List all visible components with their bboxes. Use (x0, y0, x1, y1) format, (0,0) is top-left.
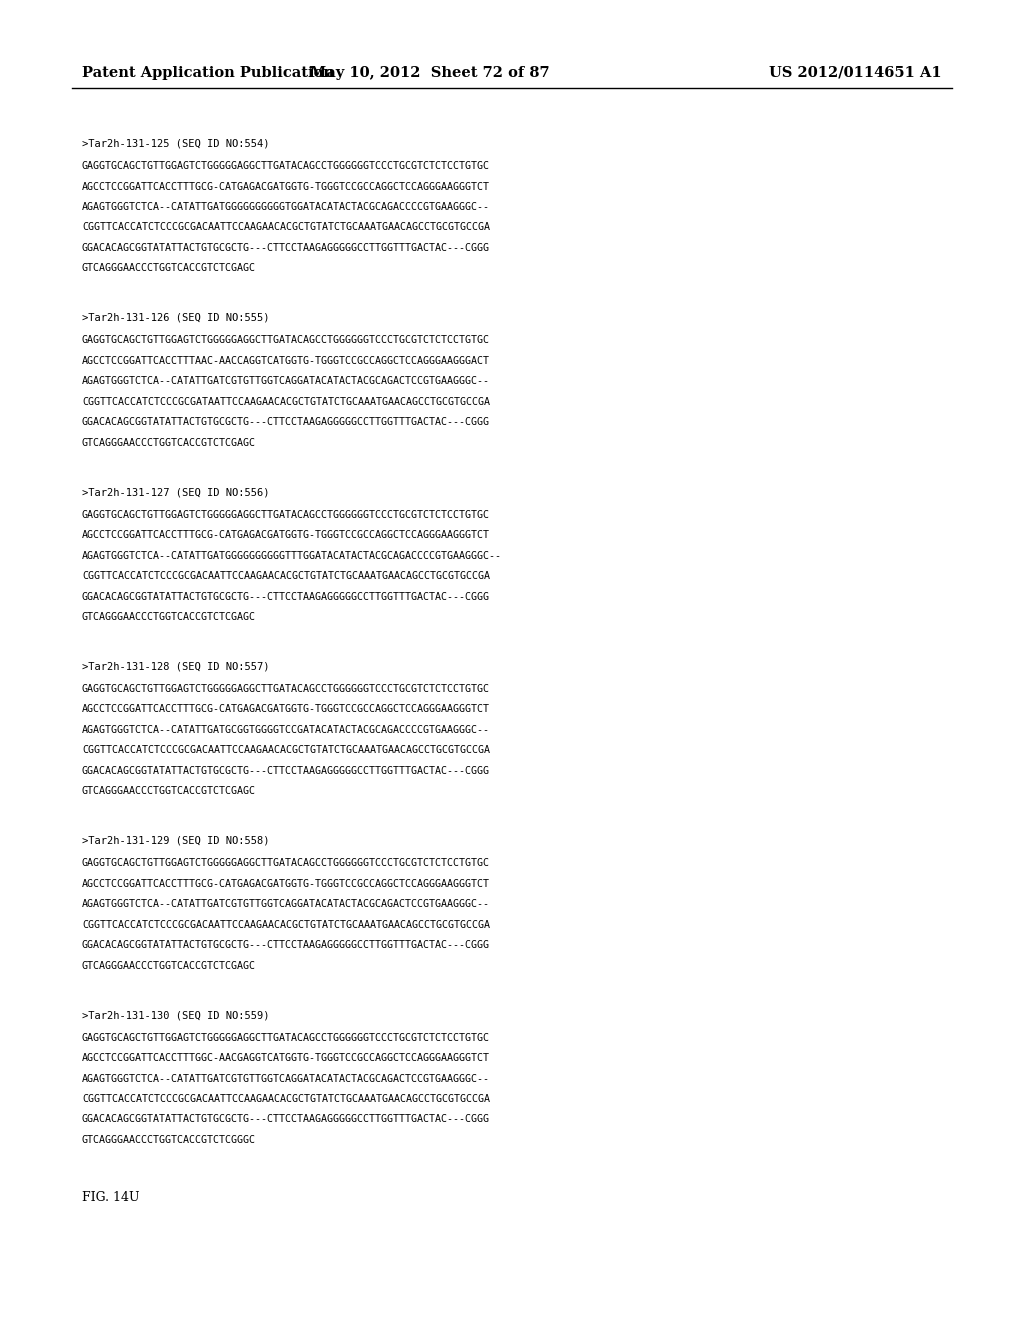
Text: GAGGTGCAGCTGTTGGAGTCTGGGGGAGGCTTGATACAGCCTGGGGGGTCCCTGCGTCTCTCCTGTGC: GAGGTGCAGCTGTTGGAGTCTGGGGGAGGCTTGATACAGC… (82, 858, 489, 869)
Text: AGCCTCCGGATTCACCTTTGGC-AACGAGGTCATGGTG-TGGGTCCGCCAGGCTCCAGGGAAGGGTCT: AGCCTCCGGATTCACCTTTGGC-AACGAGGTCATGGTG-T… (82, 1053, 489, 1063)
Text: AGAGTGGGTCTCA--CATATTGATCGTGTTGGTCAGGATACATACTACGCAGACTCCGTGAAGGGC--: AGAGTGGGTCTCA--CATATTGATCGTGTTGGTCAGGATA… (82, 376, 489, 387)
Text: >Tar2h-131-128 (SEQ ID NO:557): >Tar2h-131-128 (SEQ ID NO:557) (82, 661, 269, 672)
Text: AGAGTGGGTCTCA--CATATTGATGGGGGGGGGGTTTGGATACATACTACGCAGACCCCGTGAAGGGC--: AGAGTGGGTCTCA--CATATTGATGGGGGGGGGGTTTGGA… (82, 550, 502, 561)
Text: >Tar2h-131-129 (SEQ ID NO:558): >Tar2h-131-129 (SEQ ID NO:558) (82, 836, 269, 846)
Text: GTCAGGGAACCCTGGTCACCGTCTCGAGC: GTCAGGGAACCCTGGTCACCGTCTCGAGC (82, 612, 256, 622)
Text: >Tar2h-131-127 (SEQ ID NO:556): >Tar2h-131-127 (SEQ ID NO:556) (82, 487, 269, 498)
Text: GAGGTGCAGCTGTTGGAGTCTGGGGGAGGCTTGATACAGCCTGGGGGGTCCCTGCGTCTCTCCTGTGC: GAGGTGCAGCTGTTGGAGTCTGGGGGAGGCTTGATACAGC… (82, 510, 489, 520)
Text: CGGTTCACCATCTCCCGCGACAATTCCAAGAACACGCTGTATCTGCAAATGAACAGCCTGCGTGCCGA: CGGTTCACCATCTCCCGCGACAATTCCAAGAACACGCTGT… (82, 746, 489, 755)
Text: >Tar2h-131-130 (SEQ ID NO:559): >Tar2h-131-130 (SEQ ID NO:559) (82, 1010, 269, 1020)
Text: CGGTTCACCATCTCCCGCGATAATTCCAAGAACACGCTGTATCTGCAAATGAACAGCCTGCGTGCCGA: CGGTTCACCATCTCCCGCGATAATTCCAAGAACACGCTGT… (82, 397, 489, 407)
Text: GTCAGGGAACCCTGGTCACCGTCTCGGGC: GTCAGGGAACCCTGGTCACCGTCTCGGGC (82, 1135, 256, 1144)
Text: AGCCTCCGGATTCACCTTTGCG-CATGAGACGATGGTG-TGGGTCCGCCAGGCTCCAGGGAAGGGTCT: AGCCTCCGGATTCACCTTTGCG-CATGAGACGATGGTG-T… (82, 879, 489, 888)
Text: AGCCTCCGGATTCACCTTTGCG-CATGAGACGATGGTG-TGGGTCCGCCAGGCTCCAGGGAAGGGTCT: AGCCTCCGGATTCACCTTTGCG-CATGAGACGATGGTG-T… (82, 182, 489, 191)
Text: GAGGTGCAGCTGTTGGAGTCTGGGGGAGGCTTGATACAGCCTGGGGGGTCCCTGCGTCTCTCCTGTGC: GAGGTGCAGCTGTTGGAGTCTGGGGGAGGCTTGATACAGC… (82, 684, 489, 694)
Text: May 10, 2012  Sheet 72 of 87: May 10, 2012 Sheet 72 of 87 (310, 66, 550, 79)
Text: GGACACAGCGGTATATTACTGTGCGCTG---CTTCCTAAGAGGGGGCCTTGGTTTGACTAC---CGGG: GGACACAGCGGTATATTACTGTGCGCTG---CTTCCTAAG… (82, 591, 489, 602)
Text: >Tar2h-131-126 (SEQ ID NO:555): >Tar2h-131-126 (SEQ ID NO:555) (82, 313, 269, 323)
Text: AGAGTGGGTCTCA--CATATTGATCGTGTTGGTCAGGATACATACTACGCAGACTCCGTGAAGGGC--: AGAGTGGGTCTCA--CATATTGATCGTGTTGGTCAGGATA… (82, 1073, 489, 1084)
Text: AGAGTGGGTCTCA--CATATTGATGCGGTGGGGTCCGATACATACTACGCAGACCCCGTGAAGGGC--: AGAGTGGGTCTCA--CATATTGATGCGGTGGGGTCCGATA… (82, 725, 489, 735)
Text: Patent Application Publication: Patent Application Publication (82, 66, 334, 79)
Text: GAGGTGCAGCTGTTGGAGTCTGGGGGAGGCTTGATACAGCCTGGGGGGTCCCTGCGTCTCTCCTGTGC: GAGGTGCAGCTGTTGGAGTCTGGGGGAGGCTTGATACAGC… (82, 161, 489, 172)
Text: GGACACAGCGGTATATTACTGTGCGCTG---CTTCCTAAGAGGGGGCCTTGGTTTGACTAC---CGGG: GGACACAGCGGTATATTACTGTGCGCTG---CTTCCTAAG… (82, 1114, 489, 1125)
Text: GTCAGGGAACCCTGGTCACCGTCTCGAGC: GTCAGGGAACCCTGGTCACCGTCTCGAGC (82, 787, 256, 796)
Text: GGACACAGCGGTATATTACTGTGCGCTG---CTTCCTAAGAGGGGGCCTTGGTTTGACTAC---CGGG: GGACACAGCGGTATATTACTGTGCGCTG---CTTCCTAAG… (82, 766, 489, 776)
Text: GTCAGGGAACCCTGGTCACCGTCTCGAGC: GTCAGGGAACCCTGGTCACCGTCTCGAGC (82, 264, 256, 273)
Text: AGCCTCCGGATTCACCTTTGCG-CATGAGACGATGGTG-TGGGTCCGCCAGGCTCCAGGGAAGGGTCT: AGCCTCCGGATTCACCTTTGCG-CATGAGACGATGGTG-T… (82, 705, 489, 714)
Text: CGGTTCACCATCTCCCGCGACAATTCCAAGAACACGCTGTATCTGCAAATGAACAGCCTGCGTGCCGA: CGGTTCACCATCTCCCGCGACAATTCCAAGAACACGCTGT… (82, 920, 489, 929)
Text: GGACACAGCGGTATATTACTGTGCGCTG---CTTCCTAAGAGGGGGCCTTGGTTTGACTAC---CGGG: GGACACAGCGGTATATTACTGTGCGCTG---CTTCCTAAG… (82, 417, 489, 428)
Text: CGGTTCACCATCTCCCGCGACAATTCCAAGAACACGCTGTATCTGCAAATGAACAGCCTGCGTGCCGA: CGGTTCACCATCTCCCGCGACAATTCCAAGAACACGCTGT… (82, 572, 489, 581)
Text: AGCCTCCGGATTCACCTTTAAC-AACCAGGTCATGGTG-TGGGTCCGCCAGGCTCCAGGGAAGGGACT: AGCCTCCGGATTCACCTTTAAC-AACCAGGTCATGGTG-T… (82, 356, 489, 366)
Text: GTCAGGGAACCCTGGTCACCGTCTCGAGC: GTCAGGGAACCCTGGTCACCGTCTCGAGC (82, 961, 256, 970)
Text: AGAGTGGGTCTCA--CATATTGATCGTGTTGGTCAGGATACATACTACGCAGACTCCGTGAAGGGC--: AGAGTGGGTCTCA--CATATTGATCGTGTTGGTCAGGATA… (82, 899, 489, 909)
Text: CGGTTCACCATCTCCCGCGACAATTCCAAGAACACGCTGTATCTGCAAATGAACAGCCTGCGTGCCGA: CGGTTCACCATCTCCCGCGACAATTCCAAGAACACGCTGT… (82, 1094, 489, 1104)
Text: GGACACAGCGGTATATTACTGTGCGCTG---CTTCCTAAGAGGGGGCCTTGGTTTGACTAC---CGGG: GGACACAGCGGTATATTACTGTGCGCTG---CTTCCTAAG… (82, 243, 489, 253)
Text: FIG. 14U: FIG. 14U (82, 1191, 139, 1204)
Text: GAGGTGCAGCTGTTGGAGTCTGGGGGAGGCTTGATACAGCCTGGGGGGTCCCTGCGTCTCTCCTGTGC: GAGGTGCAGCTGTTGGAGTCTGGGGGAGGCTTGATACAGC… (82, 1032, 489, 1043)
Text: CGGTTCACCATCTCCCGCGACAATTCCAAGAACACGCTGTATCTGCAAATGAACAGCCTGCGTGCCGA: CGGTTCACCATCTCCCGCGACAATTCCAAGAACACGCTGT… (82, 223, 489, 232)
Text: US 2012/0114651 A1: US 2012/0114651 A1 (769, 66, 942, 79)
Text: >Tar2h-131-125 (SEQ ID NO:554): >Tar2h-131-125 (SEQ ID NO:554) (82, 139, 269, 149)
Text: GTCAGGGAACCCTGGTCACCGTCTCGAGC: GTCAGGGAACCCTGGTCACCGTCTCGAGC (82, 438, 256, 447)
Text: GAGGTGCAGCTGTTGGAGTCTGGGGGAGGCTTGATACAGCCTGGGGGGTCCCTGCGTCTCTCCTGTGC: GAGGTGCAGCTGTTGGAGTCTGGGGGAGGCTTGATACAGC… (82, 335, 489, 346)
Text: AGCCTCCGGATTCACCTTTGCG-CATGAGACGATGGTG-TGGGTCCGCCAGGCTCCAGGGAAGGGTCT: AGCCTCCGGATTCACCTTTGCG-CATGAGACGATGGTG-T… (82, 531, 489, 540)
Text: AGAGTGGGTCTCA--CATATTGATGGGGGGGGGGTGGATACATACTACGCAGACCCCGTGAAGGGC--: AGAGTGGGTCTCA--CATATTGATGGGGGGGGGGTGGATA… (82, 202, 489, 213)
Text: GGACACAGCGGTATATTACTGTGCGCTG---CTTCCTAAGAGGGGGCCTTGGTTTGACTAC---CGGG: GGACACAGCGGTATATTACTGTGCGCTG---CTTCCTAAG… (82, 940, 489, 950)
